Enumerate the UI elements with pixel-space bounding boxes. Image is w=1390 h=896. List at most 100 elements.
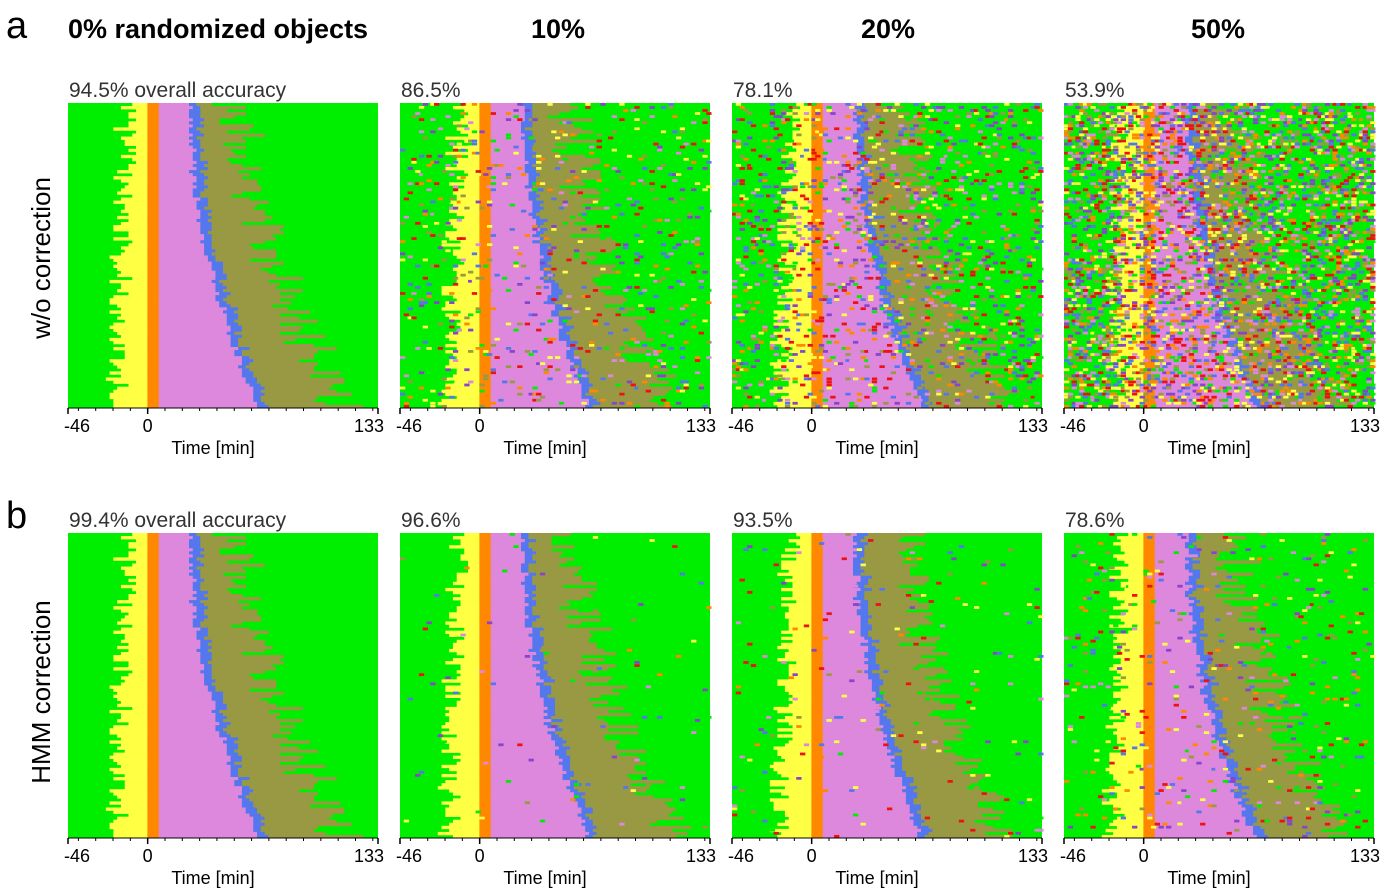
- state-segment: [147, 276, 160, 281]
- noise-cell: [1064, 182, 1070, 186]
- noise-cell: [841, 322, 847, 326]
- noise-cell: [845, 292, 851, 295]
- noise-cell: [1090, 142, 1096, 146]
- state-segment: [479, 121, 492, 125]
- state-segment: [147, 365, 160, 369]
- noise-cell: [562, 121, 568, 125]
- state-segment: [581, 389, 590, 394]
- state-segment: [479, 185, 492, 189]
- noise-cell: [687, 215, 693, 219]
- state-segment: [1154, 182, 1193, 186]
- state-segment: [1143, 130, 1156, 134]
- state-segment: [452, 353, 480, 357]
- noise-cell: [1166, 121, 1172, 125]
- state-segment: [788, 167, 812, 171]
- noise-cell: [822, 350, 829, 353]
- noise-cell: [422, 398, 428, 402]
- noise-cell: [1321, 142, 1327, 146]
- noise-cell: [562, 203, 568, 207]
- noise-cell: [905, 118, 912, 121]
- noise-cell: [932, 203, 938, 207]
- state-segment: [249, 362, 318, 366]
- noise-cell: [1019, 319, 1025, 323]
- state-segment: [822, 298, 880, 302]
- noise-cell: [777, 279, 783, 283]
- noise-cell: [611, 167, 617, 170]
- state-segment: [479, 340, 492, 345]
- state-segment: [479, 191, 492, 195]
- noise-cell: [517, 322, 523, 326]
- noise-cell: [1241, 109, 1247, 112]
- noise-cell: [668, 234, 674, 237]
- noise-cell: [958, 264, 965, 268]
- noise-cell: [826, 359, 832, 362]
- noise-cell: [943, 115, 949, 118]
- noise-cell: [909, 359, 915, 362]
- state-segment: [894, 307, 975, 311]
- noise-cell: [445, 249, 451, 253]
- state-segment: [928, 398, 1005, 403]
- noise-cell: [1086, 118, 1092, 121]
- noise-cell: [668, 103, 674, 106]
- noise-cell: [1256, 176, 1263, 179]
- state-segment: [245, 380, 258, 384]
- noise-cell: [894, 261, 900, 265]
- noise-cell: [856, 240, 863, 243]
- state-segment: [120, 374, 148, 378]
- noise-cell: [1094, 160, 1100, 164]
- state-segment: [445, 234, 480, 238]
- noise-cell: [1241, 127, 1247, 131]
- noise-cell: [788, 139, 794, 143]
- state-segment: [219, 301, 228, 305]
- noise-cell: [1038, 109, 1044, 112]
- noise-cell: [890, 182, 897, 186]
- noise-cell: [539, 304, 546, 308]
- noise-cell: [706, 356, 712, 359]
- state-segment: [147, 157, 160, 162]
- noise-cell: [1358, 176, 1365, 179]
- noise-cell: [762, 279, 768, 283]
- noise-cell: [985, 264, 991, 268]
- state-segment: [1120, 139, 1144, 143]
- state-segment: [822, 334, 899, 339]
- noise-cell: [849, 368, 855, 372]
- noise-cell: [524, 127, 531, 131]
- noise-cell: [623, 246, 629, 250]
- noise-cell: [955, 337, 961, 341]
- state-segment: [524, 133, 533, 137]
- noise-cell: [921, 221, 927, 225]
- noise-cell: [796, 133, 802, 137]
- state-segment: [852, 106, 861, 110]
- noise-cell: [1150, 121, 1157, 125]
- state-segment: [479, 289, 492, 293]
- noise-cell: [841, 164, 847, 167]
- state-segment: [147, 279, 160, 284]
- noise-cell: [792, 261, 798, 265]
- noise-cell: [792, 304, 798, 308]
- noise-cell: [894, 231, 900, 234]
- noise-cell: [1321, 179, 1327, 182]
- noise-cell: [543, 371, 549, 375]
- noise-cell: [660, 164, 667, 167]
- noise-cell: [1038, 170, 1044, 173]
- state-segment: [490, 273, 544, 278]
- noise-cell: [611, 359, 617, 362]
- noise-cell: [1011, 142, 1018, 146]
- noise-cell: [1004, 130, 1010, 134]
- noise-cell: [1154, 133, 1161, 137]
- noise-cell: [1211, 179, 1217, 182]
- noise-cell: [1256, 109, 1263, 112]
- noise-cell: [1038, 279, 1044, 283]
- noise-cell: [490, 343, 497, 347]
- state-segment: [784, 197, 812, 201]
- noise-cell: [407, 298, 413, 301]
- noise-cell: [471, 292, 478, 295]
- noise-cell: [1067, 103, 1074, 106]
- noise-cell: [411, 353, 417, 356]
- noise-cell: [505, 118, 512, 121]
- noise-cell: [532, 313, 538, 317]
- noise-cell: [1203, 164, 1210, 167]
- state-segment: [158, 289, 216, 293]
- noise-cell: [735, 103, 742, 106]
- state-segment: [158, 386, 254, 390]
